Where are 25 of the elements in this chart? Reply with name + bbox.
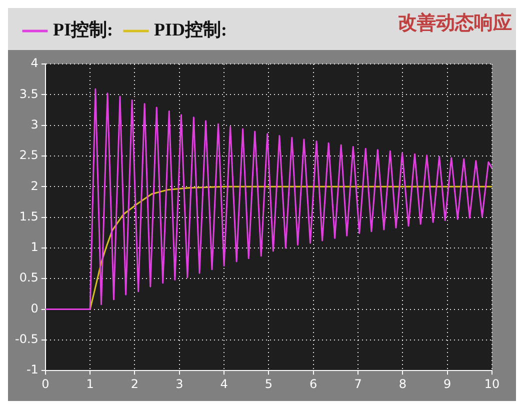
y-tick-label: 1 — [30, 240, 38, 254]
y-tick-label: -0.5 — [14, 332, 38, 346]
y-tick-label: 2.5 — [19, 148, 38, 162]
x-tick-label: 0 — [42, 376, 50, 391]
y-tick-label: 0.5 — [19, 270, 38, 285]
x-tick-label: 7 — [354, 376, 362, 391]
x-tick-label: 4 — [220, 376, 228, 391]
y-tick-label: 2 — [30, 178, 38, 193]
y-tick-label: -1 — [26, 362, 38, 377]
y-tick-label: 4 — [30, 56, 38, 70]
x-tick-label: 6 — [310, 376, 318, 391]
legend-label: PI控制: — [53, 20, 113, 40]
x-tick-label: 1 — [86, 376, 94, 391]
x-tick-label: 10 — [484, 376, 500, 391]
x-tick-label: 9 — [444, 376, 452, 391]
legend-label: PID控制: — [154, 20, 227, 40]
x-tick-label: 2 — [130, 376, 139, 391]
x-tick-label: 8 — [398, 376, 407, 391]
y-tick-label: 3 — [30, 117, 38, 132]
y-tick-label: 1.5 — [19, 209, 38, 224]
x-tick-label: 3 — [176, 376, 184, 391]
y-tick-label: 0 — [30, 301, 38, 316]
y-tick-label: 3.5 — [19, 86, 38, 101]
x-tick-label: 5 — [264, 376, 273, 391]
text: 改善动态响应 — [398, 11, 512, 36]
